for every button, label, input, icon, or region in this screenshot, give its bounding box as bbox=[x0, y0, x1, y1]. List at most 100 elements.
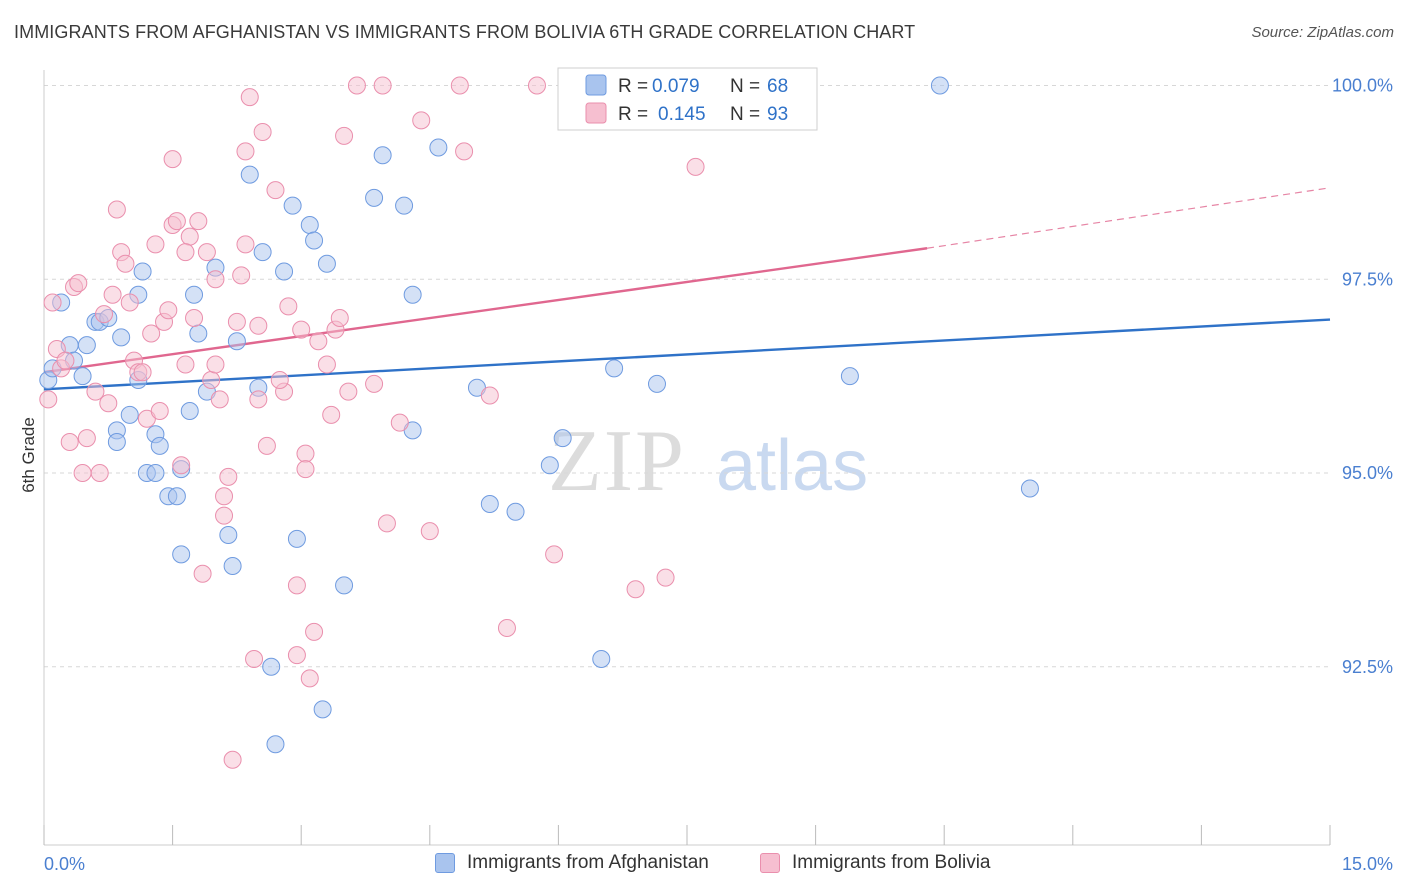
afghanistan-point bbox=[305, 231, 324, 250]
bolivia-point bbox=[150, 402, 169, 420]
bolivia-point bbox=[240, 88, 259, 107]
afghanistan-point bbox=[403, 285, 422, 304]
bolivia-point bbox=[257, 436, 276, 455]
bolivia-point bbox=[390, 413, 409, 432]
bolivia-point bbox=[266, 181, 285, 200]
afghanistan-point bbox=[167, 487, 186, 506]
legend-item-bolivia: Immigrants from Bolivia bbox=[760, 852, 991, 874]
bolivia-point bbox=[339, 382, 358, 401]
bolivia-point bbox=[270, 371, 289, 389]
afghanistan-point bbox=[150, 436, 169, 455]
bolivia-point bbox=[167, 212, 186, 231]
bolivia-point bbox=[626, 580, 645, 599]
legend-r-label: R = bbox=[618, 76, 648, 97]
legend-label-afghanistan: Immigrants from Afghanistan bbox=[467, 852, 709, 873]
bolivia-point bbox=[206, 355, 225, 374]
y-tick-label: 95.0% bbox=[1342, 463, 1393, 483]
bolivia-point bbox=[287, 646, 306, 665]
legend-n-value: 68 bbox=[767, 76, 788, 97]
watermark-atlas: atlas bbox=[716, 426, 868, 506]
afghanistan-point bbox=[146, 464, 165, 482]
afghanistan-point bbox=[180, 402, 199, 420]
afghanistan-point bbox=[223, 557, 242, 575]
bolivia-point bbox=[330, 309, 349, 327]
y-tick-label: 100.0% bbox=[1332, 76, 1393, 96]
y-tick-label: 97.5% bbox=[1342, 269, 1393, 289]
legend-swatch-bolivia bbox=[760, 853, 780, 873]
bolivia-point bbox=[249, 316, 268, 335]
legend-swatch-blue bbox=[585, 74, 607, 96]
afghanistan-point bbox=[262, 657, 281, 676]
afghanistan-point bbox=[120, 405, 139, 424]
afghanistan-point bbox=[219, 526, 238, 544]
afghanistan-point bbox=[189, 324, 208, 343]
bolivia-point bbox=[317, 355, 336, 374]
legend-r-value: 0.145 bbox=[658, 104, 706, 125]
afghanistan-point bbox=[395, 196, 414, 215]
legend-label-bolivia: Immigrants from Bolivia bbox=[792, 852, 991, 873]
afghanistan-point bbox=[77, 336, 96, 355]
afghanistan-point bbox=[287, 529, 306, 548]
x-tick-label: 0.0% bbox=[44, 854, 85, 874]
bolivia-point bbox=[377, 514, 396, 533]
bolivia-point bbox=[249, 390, 268, 409]
legend-item-afghanistan: Immigrants from Afghanistan bbox=[435, 852, 709, 874]
afghanistan-point bbox=[300, 216, 319, 234]
afghanistan-point bbox=[172, 545, 191, 564]
bolivia-point bbox=[77, 429, 96, 448]
afghanistan-point bbox=[266, 735, 285, 754]
chart-title: IMMIGRANTS FROM AFGHANISTAN VS IMMIGRANT… bbox=[14, 22, 916, 42]
legend-r-value: 0.079 bbox=[652, 76, 700, 97]
bolivia-point bbox=[296, 460, 315, 479]
bolivia-point bbox=[116, 254, 135, 273]
bolivia-point bbox=[215, 506, 234, 525]
bolivia-point bbox=[227, 312, 246, 331]
bolivia-point bbox=[497, 619, 516, 637]
afghanistan-point bbox=[133, 262, 152, 281]
bolivia-point bbox=[43, 293, 62, 312]
bolivia-point bbox=[412, 111, 431, 130]
bolivia-point bbox=[210, 390, 229, 409]
bolivia-point bbox=[215, 487, 234, 506]
bolivia-point bbox=[99, 394, 118, 413]
chart-source: Source: ZipAtlas.com bbox=[1251, 24, 1394, 41]
bolivia-point bbox=[197, 243, 216, 262]
bolivia-point bbox=[163, 150, 182, 169]
bolivia-point bbox=[69, 274, 88, 293]
afghanistan-point bbox=[429, 138, 448, 157]
bolivia-point bbox=[86, 382, 105, 401]
bolivia-point bbox=[189, 212, 208, 231]
afghanistan-point bbox=[480, 495, 499, 513]
bolivia-point bbox=[176, 355, 195, 374]
gridlines bbox=[44, 85, 1330, 668]
afghanistan-point bbox=[317, 254, 336, 273]
x-tick-label: 15.0% bbox=[1342, 854, 1393, 874]
bolivia-point bbox=[90, 464, 109, 482]
afghanistan-point bbox=[373, 146, 392, 165]
correlation-legend: R = 0.079 N = 68 R = 0.145 N = 93 bbox=[557, 67, 818, 131]
bolivia-point bbox=[39, 390, 58, 409]
afghanistan-point bbox=[253, 243, 272, 262]
legend-swatch-pink bbox=[585, 102, 607, 124]
bolivia-point bbox=[545, 545, 564, 564]
bolivia-point bbox=[223, 750, 242, 769]
bolivia-point bbox=[527, 76, 546, 95]
bolivia-point bbox=[73, 464, 92, 482]
bolivia-point bbox=[450, 76, 469, 95]
afghanistan-point bbox=[930, 76, 949, 95]
bolivia-point bbox=[56, 351, 75, 370]
bolivia-point bbox=[322, 405, 341, 424]
afghanistan-point bbox=[1020, 479, 1039, 498]
afghanistan-point bbox=[283, 196, 302, 215]
bolivia-trend-extension bbox=[926, 187, 1331, 249]
bolivia-point bbox=[309, 332, 328, 351]
bolivia-point bbox=[219, 467, 238, 486]
bolivia-point bbox=[103, 285, 122, 304]
afghanistan-point bbox=[365, 188, 384, 207]
afghanistan-point bbox=[540, 456, 559, 475]
afghanistan-point bbox=[592, 650, 611, 668]
afghanistan-point bbox=[107, 433, 126, 451]
bolivia-point bbox=[365, 374, 384, 393]
bolivia-point bbox=[193, 564, 212, 583]
